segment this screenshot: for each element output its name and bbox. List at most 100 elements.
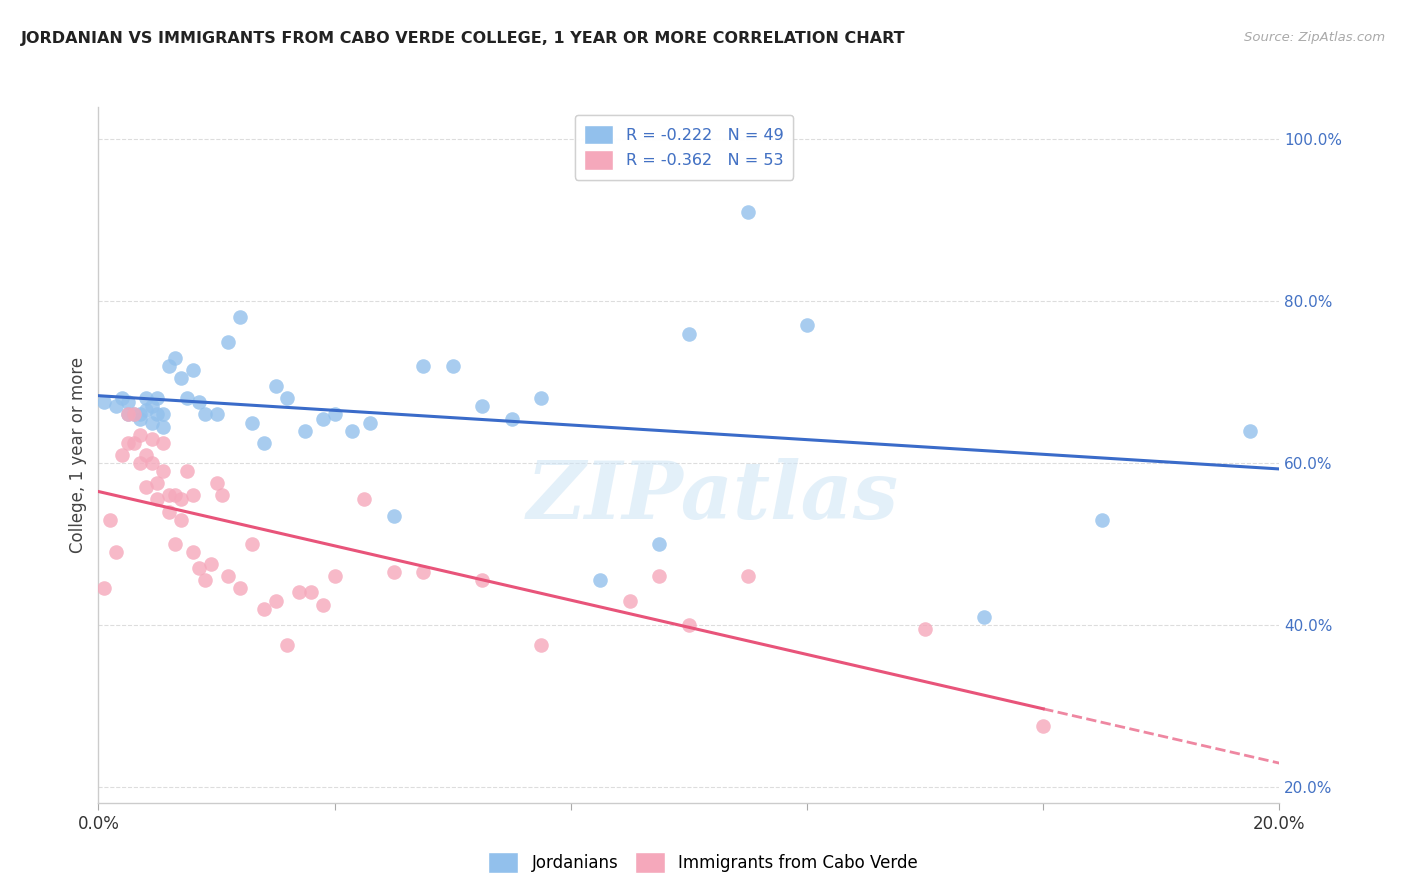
Point (619, 593, 641, 607)
Point (165, 351, 187, 365)
Point (253, 435, 276, 450)
Point (117, 408, 139, 422)
Point (157, 359, 180, 373)
Text: ZIPatlas: ZIPatlas (526, 458, 898, 535)
Legend: R = -0.222   N = 49, R = -0.362   N = 53: R = -0.222 N = 49, R = -0.362 N = 53 (575, 115, 793, 179)
Point (141, 400, 163, 414)
Point (914, 622, 936, 636)
Point (678, 326, 700, 341)
Point (737, 569, 759, 583)
Point (217, 569, 239, 583)
Point (229, 310, 252, 325)
Point (217, 334, 239, 349)
Point (152, 408, 174, 422)
Point (157, 488, 180, 502)
Point (128, 427, 150, 442)
Point (128, 456, 150, 470)
Point (441, 359, 464, 373)
Point (117, 435, 139, 450)
Point (194, 408, 217, 422)
Point (146, 392, 169, 406)
Point (146, 492, 169, 507)
Point (117, 395, 139, 409)
Point (152, 419, 174, 434)
Point (152, 464, 174, 478)
Point (253, 601, 276, 615)
Point (240, 416, 263, 430)
Point (141, 416, 163, 430)
Point (796, 318, 818, 333)
Point (648, 569, 671, 583)
Point (181, 545, 204, 559)
Point (276, 392, 298, 406)
Point (176, 464, 198, 478)
Point (530, 392, 553, 406)
Point (181, 363, 204, 377)
Point (141, 432, 163, 446)
Point (1091, 513, 1114, 527)
Point (135, 448, 157, 462)
Point (412, 566, 434, 580)
Point (194, 574, 217, 588)
Y-axis label: College, 1 year or more: College, 1 year or more (69, 357, 87, 553)
Point (157, 504, 180, 518)
Point (382, 566, 405, 580)
Point (165, 537, 187, 551)
Point (122, 408, 145, 422)
Point (170, 371, 193, 385)
Point (205, 476, 228, 491)
Point (211, 488, 233, 502)
Point (93, 582, 115, 596)
Legend: Jordanians, Immigrants from Cabo Verde: Jordanians, Immigrants from Cabo Verde (481, 846, 925, 880)
Point (678, 617, 700, 632)
Point (1032, 719, 1054, 733)
Point (299, 585, 322, 599)
Point (152, 435, 174, 450)
Point (264, 379, 287, 393)
Point (240, 537, 263, 551)
Point (117, 408, 139, 422)
Point (170, 513, 193, 527)
Point (141, 456, 163, 470)
Point (105, 545, 128, 559)
Point (973, 609, 995, 624)
Point (165, 488, 187, 502)
Point (135, 392, 157, 406)
Text: JORDANIAN VS IMMIGRANTS FROM CABO VERDE COLLEGE, 1 YEAR OR MORE CORRELATION CHAR: JORDANIAN VS IMMIGRANTS FROM CABO VERDE … (21, 31, 905, 46)
Point (323, 408, 346, 422)
Point (181, 488, 204, 502)
Point (122, 408, 145, 422)
Point (501, 411, 523, 425)
Point (382, 508, 405, 523)
Point (264, 593, 287, 607)
Point (288, 585, 311, 599)
Point (412, 359, 434, 373)
Point (471, 574, 494, 588)
Point (200, 557, 222, 571)
Point (205, 408, 228, 422)
Point (93, 395, 115, 409)
Point (323, 569, 346, 583)
Point (312, 598, 335, 612)
Point (1239, 424, 1261, 438)
Point (176, 392, 198, 406)
Point (276, 638, 298, 652)
Point (342, 424, 364, 438)
Point (170, 492, 193, 507)
Point (359, 416, 381, 430)
Point (105, 400, 128, 414)
Point (312, 411, 335, 425)
Point (530, 638, 553, 652)
Point (737, 205, 759, 219)
Point (135, 403, 157, 417)
Point (146, 476, 169, 491)
Point (353, 492, 375, 507)
Point (187, 395, 209, 409)
Point (128, 408, 150, 422)
Point (98, 513, 121, 527)
Point (111, 392, 134, 406)
Point (128, 411, 150, 425)
Point (648, 537, 671, 551)
Point (122, 435, 145, 450)
Point (589, 574, 612, 588)
